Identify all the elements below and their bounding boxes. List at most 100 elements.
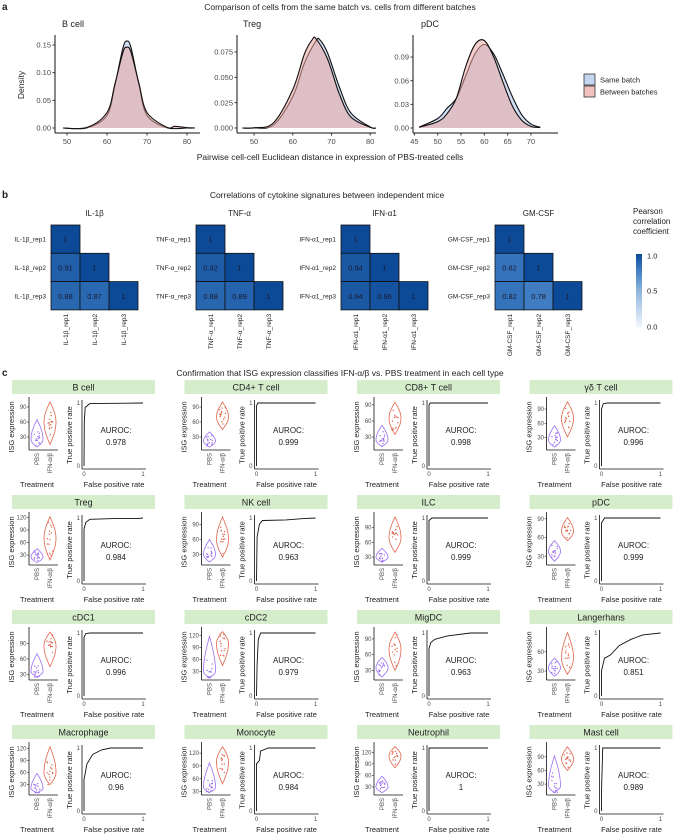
violin-point [49, 770, 51, 773]
violin-group-label: IFN-α/β [566, 682, 572, 703]
violin-point [208, 784, 211, 787]
violin-point [550, 775, 553, 777]
violin-point [224, 407, 227, 409]
violin-point [34, 672, 37, 674]
violin-point [564, 657, 566, 660]
violin-point [37, 782, 39, 785]
violin-point [382, 437, 385, 440]
heatmap-title: IL-1β [85, 209, 104, 218]
roc-y-tick-label: 0 [594, 694, 598, 700]
violin-point [37, 552, 40, 554]
violin-y-tick-label: 90 [20, 405, 27, 411]
x-tick-label: 60 [480, 137, 488, 146]
roc-x-label: False positive rate [84, 825, 145, 834]
violin-group-label: PBS [553, 683, 559, 695]
violin-point [220, 650, 223, 652]
column-label: IL-1β_rep2 [92, 314, 99, 346]
violin-point [206, 787, 208, 790]
roc-curve [256, 517, 316, 582]
violin-point [566, 664, 568, 667]
violin-point [50, 532, 53, 534]
violin-point [37, 785, 39, 787]
roc-x-tick-label: 1 [141, 587, 145, 593]
violin-point [555, 432, 557, 435]
violin-point [223, 771, 226, 774]
roc-y-tick-label: 1 [77, 746, 81, 752]
violin-point [33, 671, 35, 673]
roc-x-tick-label: 0 [82, 587, 86, 593]
violin-point [391, 530, 393, 533]
violin-point [48, 530, 51, 532]
violin-pbs [30, 652, 44, 678]
violin-group-label: PBS [380, 683, 386, 695]
heatmap-gm-csf: GM-CSF GM-CSF_rep1 GM-CSF_rep1 GM-CSF_rep2 G… [448, 209, 583, 357]
violin-y-tick-label: 120 [189, 751, 200, 757]
roc-y-tick-label: 0 [594, 464, 598, 470]
violin-y-tick-label: 90 [20, 528, 27, 534]
violin-point [37, 671, 40, 674]
violin-point [34, 553, 37, 556]
roc-x-tick-label: 0 [255, 702, 259, 708]
violin-point [393, 643, 395, 645]
roc-curve [83, 747, 143, 811]
row-label: IFN-α1_rep3 [299, 293, 336, 300]
roc-x-label: False positive rate [429, 710, 490, 719]
violin-point [223, 418, 225, 420]
roc-curve [428, 632, 488, 696]
heatmap-title: GM-CSF [523, 209, 555, 218]
roc-y-tick-label: 0 [249, 579, 253, 585]
violin-point [219, 633, 222, 635]
strip-title: Neutrophil [408, 728, 449, 738]
auroc-value: 0.989 [623, 783, 644, 792]
violin-point [568, 657, 570, 659]
roc-y-label: True positive rate [65, 521, 74, 579]
violin-point [208, 788, 210, 791]
auroc-value: 0.984 [106, 553, 127, 562]
violin-point [37, 553, 40, 555]
violin-point [554, 434, 556, 437]
violin-pbs [375, 547, 389, 563]
roc-x-label: False positive rate [601, 710, 662, 719]
violin-point [223, 763, 226, 765]
cell-type-panel-nk-cell: NK cell ISG expression 30 60 90 PBS IFN-α/β Tre… [180, 495, 328, 604]
violin-x-label: Treatment [193, 595, 228, 604]
strip-header [12, 380, 155, 394]
roc-y-tick-label: 1 [594, 746, 598, 752]
violin-pbs [30, 772, 44, 794]
violin-point [35, 445, 37, 447]
violin-group-label: PBS [380, 798, 386, 810]
violin-point [396, 754, 398, 757]
violin-point [380, 440, 383, 442]
x-tick-label: 60 [289, 137, 297, 146]
violin-point [566, 529, 568, 531]
violin-point [223, 538, 226, 540]
heatmap-cell [50, 252, 81, 283]
roc-y-tick-label: 1 [77, 631, 81, 637]
auroc-value: 0.963 [278, 553, 299, 562]
roc-x-tick-label: 1 [314, 817, 318, 823]
violin-point [391, 651, 394, 653]
violin-point [36, 439, 38, 442]
violin-y-tick-label: 60 [537, 650, 544, 656]
column-label: GM-CSF_rep2 [536, 314, 543, 357]
roc-y-tick-label: 0 [77, 694, 81, 700]
violin-y-tick-label: 90 [365, 762, 372, 768]
auroc-value: 0.998 [451, 438, 472, 447]
x-tick-label: 45 [410, 137, 418, 146]
roc-y-label: True positive rate [238, 521, 247, 579]
roc-curve [601, 632, 661, 696]
roc-x-tick-label: 1 [314, 587, 318, 593]
legend-swatch-between-batches [583, 85, 596, 98]
violin-point [48, 424, 50, 426]
cell-value: 1 [536, 263, 540, 272]
violin-point [46, 640, 48, 642]
violin-point [382, 559, 384, 562]
row-label: GM-CSF_rep1 [448, 237, 491, 244]
violin-point [394, 750, 397, 753]
violin-group-label: IFN-α/β [393, 567, 399, 588]
roc-y-tick-label: 0 [422, 809, 426, 815]
violin-point [563, 525, 566, 527]
x-tick-label: 70 [527, 137, 535, 146]
cell-value: 1 [353, 235, 357, 244]
roc-x-tick-label: 0 [255, 472, 259, 478]
